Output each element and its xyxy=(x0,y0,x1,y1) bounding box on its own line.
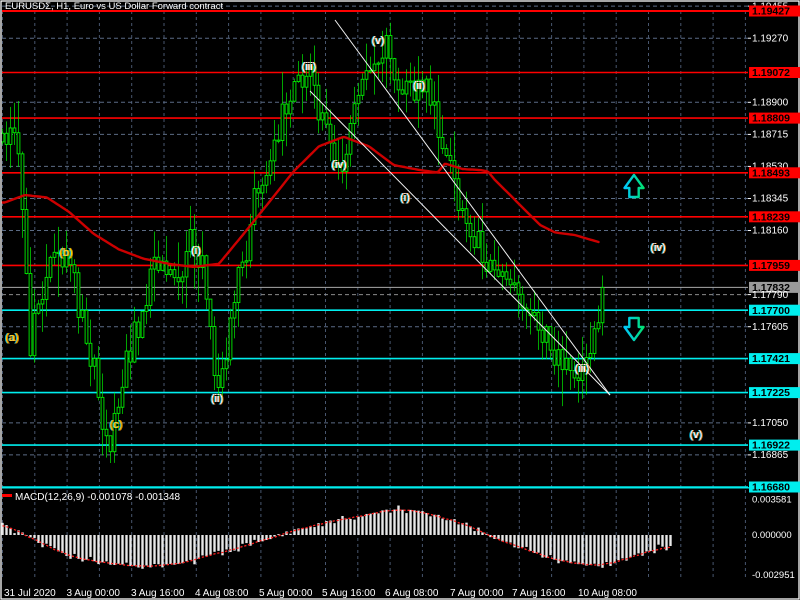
svg-text:(ii): (ii) xyxy=(413,80,425,92)
svg-text:5 Aug 16:00: 5 Aug 16:00 xyxy=(322,588,376,599)
svg-text:4 Aug 08:00: 4 Aug 08:00 xyxy=(195,588,249,599)
svg-text:1.17421: 1.17421 xyxy=(752,353,790,365)
svg-text:1.18900: 1.18900 xyxy=(752,98,789,109)
svg-text:(ii): (ii) xyxy=(211,393,223,405)
svg-text:0.000000: 0.000000 xyxy=(752,530,792,541)
svg-text:3 Aug 16:00: 3 Aug 16:00 xyxy=(131,588,185,599)
svg-text:(b): (b) xyxy=(59,247,72,259)
svg-text:(iv): (iv) xyxy=(331,159,346,171)
svg-text:(iii): (iii) xyxy=(575,363,590,375)
svg-text:1.17959: 1.17959 xyxy=(752,260,790,272)
svg-text:3 Aug 00:00: 3 Aug 00:00 xyxy=(67,588,121,599)
svg-text:(iii): (iii) xyxy=(302,61,317,73)
svg-text:1.18239: 1.18239 xyxy=(752,211,790,223)
svg-text:1.17605: 1.17605 xyxy=(752,322,789,333)
svg-text:7 Aug 16:00: 7 Aug 16:00 xyxy=(512,588,566,599)
svg-text:(v): (v) xyxy=(372,35,385,47)
svg-text:1.19270: 1.19270 xyxy=(752,33,789,44)
svg-text:EURUSDΣ, H1, Euro vs US Dolla: EURUSDΣ, H1, Euro vs US Dollar Forward c… xyxy=(5,1,223,12)
svg-text:1.19427: 1.19427 xyxy=(752,6,790,18)
svg-text:(iv): (iv) xyxy=(650,242,665,254)
svg-text:(a): (a) xyxy=(5,332,18,344)
svg-text:1.16865: 1.16865 xyxy=(752,450,789,461)
svg-text:1.17050: 1.17050 xyxy=(752,418,789,429)
svg-text:-0.002951: -0.002951 xyxy=(752,570,795,581)
svg-text:1.17225: 1.17225 xyxy=(752,387,790,399)
svg-text:1.16680: 1.16680 xyxy=(752,482,790,494)
svg-text:1.17700: 1.17700 xyxy=(752,305,790,317)
svg-text:MACD(12,26,9) -0.001078 -0.001: MACD(12,26,9) -0.001078 -0.001348 xyxy=(15,492,181,503)
svg-text:5 Aug 00:00: 5 Aug 00:00 xyxy=(259,588,313,599)
svg-text:1.18160: 1.18160 xyxy=(752,226,789,237)
svg-text:1.17790: 1.17790 xyxy=(752,290,789,301)
svg-text:1.18809: 1.18809 xyxy=(752,113,790,125)
svg-text:(i): (i) xyxy=(191,245,201,257)
svg-text:(v): (v) xyxy=(690,429,703,441)
svg-text:(i): (i) xyxy=(400,192,410,204)
svg-text:6 Aug 08:00: 6 Aug 08:00 xyxy=(385,588,439,599)
svg-text:1.18345: 1.18345 xyxy=(752,194,789,205)
svg-text:7 Aug 00:00: 7 Aug 00:00 xyxy=(450,588,504,599)
svg-text:(c): (c) xyxy=(110,419,123,431)
svg-text:1.18493: 1.18493 xyxy=(752,167,790,179)
svg-text:10 Aug 08:00: 10 Aug 08:00 xyxy=(578,588,637,599)
svg-text:31 Jul 2020: 31 Jul 2020 xyxy=(4,588,56,599)
svg-text:0.003581: 0.003581 xyxy=(752,495,792,506)
svg-text:1.19072: 1.19072 xyxy=(752,67,790,79)
svg-text:1.18715: 1.18715 xyxy=(752,130,789,141)
